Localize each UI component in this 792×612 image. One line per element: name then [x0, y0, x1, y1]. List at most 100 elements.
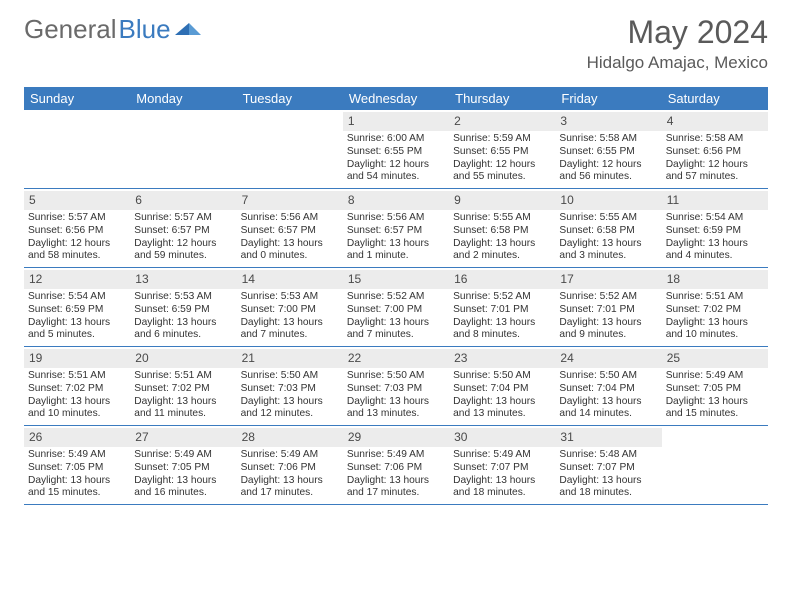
dow-saturday: Saturday — [662, 87, 768, 110]
sunrise-text: Sunrise: 5:49 AM — [134, 449, 232, 462]
day2-text: and 10 minutes. — [28, 408, 126, 421]
sunrise-text: Sunrise: 5:51 AM — [28, 370, 126, 383]
sunset-text: Sunset: 6:57 PM — [347, 225, 445, 238]
sunset-text: Sunset: 7:06 PM — [347, 462, 445, 475]
day-number: 1 — [343, 112, 449, 131]
day-cell: 24Sunrise: 5:50 AMSunset: 7:04 PMDayligh… — [555, 347, 661, 425]
weeks-container: 1Sunrise: 6:00 AMSunset: 6:55 PMDaylight… — [24, 110, 768, 505]
day-number: 22 — [343, 349, 449, 368]
day-number: 9 — [449, 191, 555, 210]
sunrise-text: Sunrise: 5:49 AM — [347, 449, 445, 462]
sunset-text: Sunset: 7:01 PM — [559, 304, 657, 317]
day1-text: Daylight: 13 hours — [559, 475, 657, 488]
day1-text: Daylight: 12 hours — [453, 159, 551, 172]
day-cell: 25Sunrise: 5:49 AMSunset: 7:05 PMDayligh… — [662, 347, 768, 425]
day-cell: 13Sunrise: 5:53 AMSunset: 6:59 PMDayligh… — [130, 268, 236, 346]
sunrise-text: Sunrise: 5:52 AM — [559, 291, 657, 304]
day2-text: and 4 minutes. — [666, 250, 764, 263]
day-cell — [24, 110, 130, 188]
day2-text: and 5 minutes. — [28, 329, 126, 342]
sunrise-text: Sunrise: 5:50 AM — [559, 370, 657, 383]
day1-text: Daylight: 13 hours — [347, 317, 445, 330]
day-cell: 28Sunrise: 5:49 AMSunset: 7:06 PMDayligh… — [237, 426, 343, 504]
day-number: 26 — [24, 428, 130, 447]
sunset-text: Sunset: 6:55 PM — [559, 146, 657, 159]
sunset-text: Sunset: 6:56 PM — [28, 225, 126, 238]
calendar: Sunday Monday Tuesday Wednesday Thursday… — [24, 87, 768, 505]
day-number: 10 — [555, 191, 661, 210]
day-cell: 31Sunrise: 5:48 AMSunset: 7:07 PMDayligh… — [555, 426, 661, 504]
day1-text: Daylight: 12 hours — [28, 238, 126, 251]
sunrise-text: Sunrise: 5:53 AM — [134, 291, 232, 304]
sunrise-text: Sunrise: 5:53 AM — [241, 291, 339, 304]
day2-text: and 15 minutes. — [666, 408, 764, 421]
day1-text: Daylight: 13 hours — [666, 396, 764, 409]
day1-text: Daylight: 13 hours — [453, 396, 551, 409]
day2-text: and 8 minutes. — [453, 329, 551, 342]
location-label: Hidalgo Amajac, Mexico — [587, 53, 768, 73]
day1-text: Daylight: 12 hours — [666, 159, 764, 172]
day2-text: and 12 minutes. — [241, 408, 339, 421]
sunrise-text: Sunrise: 5:57 AM — [134, 212, 232, 225]
day-cell: 6Sunrise: 5:57 AMSunset: 6:57 PMDaylight… — [130, 189, 236, 267]
day2-text: and 1 minute. — [347, 250, 445, 263]
day-cell: 22Sunrise: 5:50 AMSunset: 7:03 PMDayligh… — [343, 347, 449, 425]
day-cell: 7Sunrise: 5:56 AMSunset: 6:57 PMDaylight… — [237, 189, 343, 267]
day-number: 6 — [130, 191, 236, 210]
day-cell: 2Sunrise: 5:59 AMSunset: 6:55 PMDaylight… — [449, 110, 555, 188]
day-number: 27 — [130, 428, 236, 447]
sunrise-text: Sunrise: 5:57 AM — [28, 212, 126, 225]
day1-text: Daylight: 13 hours — [666, 238, 764, 251]
day2-text: and 18 minutes. — [559, 487, 657, 500]
day-number: 7 — [237, 191, 343, 210]
day2-text: and 56 minutes. — [559, 171, 657, 184]
day-number: 24 — [555, 349, 661, 368]
day-number: 25 — [662, 349, 768, 368]
sunset-text: Sunset: 7:02 PM — [28, 383, 126, 396]
day2-text: and 14 minutes. — [559, 408, 657, 421]
day1-text: Daylight: 12 hours — [347, 159, 445, 172]
day2-text: and 2 minutes. — [453, 250, 551, 263]
day2-text: and 59 minutes. — [134, 250, 232, 263]
sunrise-text: Sunrise: 5:49 AM — [453, 449, 551, 462]
sunrise-text: Sunrise: 5:50 AM — [347, 370, 445, 383]
day-cell: 5 Sunrise: 5:57 AMSunset: 6:56 PMDaylight… — [24, 189, 130, 267]
day2-text: and 15 minutes. — [28, 487, 126, 500]
sunrise-text: Sunrise: 5:49 AM — [666, 370, 764, 383]
sunset-text: Sunset: 6:57 PM — [134, 225, 232, 238]
day2-text: and 13 minutes. — [453, 408, 551, 421]
sunset-text: Sunset: 7:03 PM — [241, 383, 339, 396]
day-cell: 17Sunrise: 5:52 AMSunset: 7:01 PMDayligh… — [555, 268, 661, 346]
day1-text: Daylight: 13 hours — [453, 317, 551, 330]
brand-part2: Blue — [119, 14, 171, 45]
day-cell: 3Sunrise: 5:58 AMSunset: 6:55 PMDaylight… — [555, 110, 661, 188]
brand-part1: General — [24, 14, 117, 45]
sunset-text: Sunset: 7:02 PM — [134, 383, 232, 396]
sunrise-text: Sunrise: 5:52 AM — [453, 291, 551, 304]
day-number: 23 — [449, 349, 555, 368]
day2-text: and 0 minutes. — [241, 250, 339, 263]
day-cell — [662, 426, 768, 504]
day-number: 14 — [237, 270, 343, 289]
day-number: 5 — [24, 191, 130, 210]
sunrise-text: Sunrise: 5:54 AM — [666, 212, 764, 225]
day-number: 21 — [237, 349, 343, 368]
day-number: 15 — [343, 270, 449, 289]
sunrise-text: Sunrise: 5:56 AM — [241, 212, 339, 225]
day1-text: Daylight: 13 hours — [453, 238, 551, 251]
sunset-text: Sunset: 7:06 PM — [241, 462, 339, 475]
day1-text: Daylight: 13 hours — [241, 475, 339, 488]
day-number: 12 — [24, 270, 130, 289]
sunset-text: Sunset: 7:07 PM — [453, 462, 551, 475]
day1-text: Daylight: 13 hours — [453, 475, 551, 488]
day2-text: and 55 minutes. — [453, 171, 551, 184]
day2-text: and 17 minutes. — [347, 487, 445, 500]
day-number: 17 — [555, 270, 661, 289]
sunset-text: Sunset: 6:59 PM — [134, 304, 232, 317]
sunrise-text: Sunrise: 5:51 AM — [134, 370, 232, 383]
day-cell: 29Sunrise: 5:49 AMSunset: 7:06 PMDayligh… — [343, 426, 449, 504]
sunset-text: Sunset: 7:00 PM — [347, 304, 445, 317]
sunrise-text: Sunrise: 5:48 AM — [559, 449, 657, 462]
day-cell: 27Sunrise: 5:49 AMSunset: 7:05 PMDayligh… — [130, 426, 236, 504]
brand-logo: General Blue — [24, 14, 201, 45]
